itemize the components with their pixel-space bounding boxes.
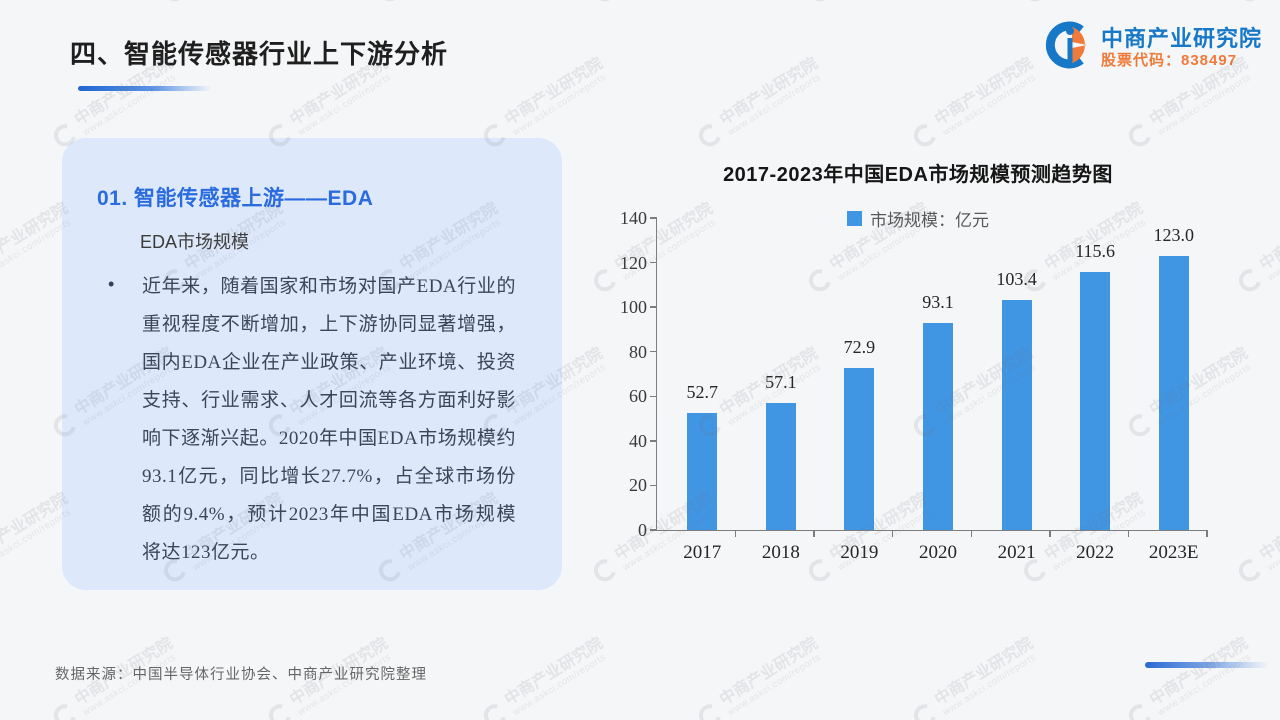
watermark-logo-icon	[694, 700, 726, 720]
data-source-note: 数据来源：中国半导体行业协会、中商产业研究院整理	[55, 667, 427, 683]
bar-chart-plot-area: 0 20 40 60 80 100 120 140 52.7 2017 57.1 2018 72.9 20…	[620, 208, 1208, 563]
y-tick-label: 120	[620, 252, 647, 273]
brand-logo-icon	[1043, 20, 1093, 75]
x-tick-mark	[970, 530, 973, 537]
bar-value-label: 52.7	[686, 381, 719, 402]
y-tick-mark	[650, 440, 657, 442]
y-tick-label: 80	[629, 341, 647, 362]
watermark-logo-icon	[804, 0, 836, 6]
watermark-logo-icon	[1234, 265, 1266, 296]
info-card: 01. 智能传感器上游——EDA EDA市场规模 • 近年来，随着国家和市场对国…	[62, 138, 562, 590]
card-body: • 近年来，随着国家和市场对国产EDA行业的重视程度不断增加，上下游协同显著增强…	[108, 268, 516, 572]
bar-value-label: 72.9	[843, 336, 876, 357]
bar-2017	[687, 412, 718, 530]
bar-value-label: 103.4	[996, 268, 1037, 289]
footer-accent-bar-decoration	[1145, 662, 1269, 668]
x-tick-mark	[1049, 530, 1051, 537]
x-tick-label: 2018	[761, 542, 800, 563]
y-tick-mark	[650, 395, 657, 398]
watermark-logo-icon	[589, 555, 621, 586]
x-tick-mark	[813, 530, 815, 537]
card-subheading: EDA市场规模	[140, 232, 250, 252]
card-heading: 01. 智能传感器上游——EDA	[97, 187, 374, 210]
x-tick-mark	[891, 530, 894, 537]
brand-company-name: 中商产业研究院	[1100, 25, 1262, 51]
x-tick-mark	[1127, 530, 1130, 537]
y-tick-mark	[650, 261, 657, 264]
watermark-logo-icon	[1234, 0, 1266, 6]
bar-2021	[1001, 299, 1032, 530]
watermark-logo-icon	[49, 700, 81, 720]
legend-label: 市场规模：亿元	[870, 211, 989, 230]
watermark-logo-icon	[1234, 555, 1266, 586]
y-tick-label: 0	[638, 520, 647, 540]
x-tick-label: 2021	[997, 542, 1036, 563]
bar-2018	[765, 402, 796, 530]
page-title: 四、智能传感器行业上下游分析	[70, 39, 449, 69]
x-tick-mark	[734, 530, 737, 537]
bar-value-label: 93.1	[922, 291, 954, 312]
bullet-marker: •	[108, 274, 115, 294]
bar-2019	[844, 367, 875, 530]
watermark-logo-icon	[1019, 0, 1051, 6]
y-tick-label: 140	[620, 208, 647, 228]
y-tick-mark	[650, 529, 657, 531]
watermark-logo-icon	[909, 700, 941, 720]
x-tick-label: 2020	[919, 542, 957, 563]
watermark-logo-icon	[264, 700, 296, 720]
watermark-logo-icon	[1124, 700, 1156, 720]
x-tick-label: 2019	[840, 542, 879, 563]
y-tick-mark	[650, 350, 657, 353]
brand-stock-code: 股票代码：838497	[1100, 51, 1238, 69]
bar-value-label: 115.6	[1075, 241, 1116, 262]
x-tick-label: 2023E	[1148, 542, 1199, 563]
x-tick-mark	[1206, 530, 1208, 537]
y-tick-mark	[650, 306, 657, 308]
watermark-logo-icon	[479, 700, 511, 720]
y-tick-label: 40	[629, 430, 647, 451]
bar-2023E	[1158, 255, 1189, 530]
watermark-logo-icon	[374, 0, 406, 6]
x-tick-label: 2017	[683, 542, 722, 563]
title-underline-decoration	[78, 86, 212, 91]
watermark-logo-icon	[589, 0, 621, 6]
watermark-logo-icon	[694, 120, 726, 151]
y-tick-label: 100	[620, 297, 647, 318]
brand-logo: 中商产业研究院 股票代码：838497	[1043, 20, 1262, 75]
y-tick-mark	[650, 217, 657, 219]
y-tick-label: 60	[629, 386, 647, 407]
y-tick-label: 20	[629, 475, 647, 496]
watermark-logo-icon	[1124, 120, 1156, 151]
bar-value-label: 123.0	[1153, 224, 1194, 245]
legend-swatch	[847, 211, 862, 226]
bar-2020	[923, 322, 953, 530]
card-paragraph: 近年来，随着国家和市场对国产EDA行业的重视程度不断增加，上下游协同显著增强，国…	[142, 276, 516, 563]
watermark-logo-icon	[909, 120, 941, 151]
bar-2022	[1080, 272, 1111, 530]
bar-value-label: 57.1	[765, 371, 797, 392]
x-tick-label: 2022	[1076, 542, 1115, 563]
y-tick-mark	[650, 484, 657, 487]
chart-title: 2017-2023年中国EDA市场规模预测趋势图	[723, 164, 1113, 186]
chart-legend: 市场规模：亿元	[640, 206, 1196, 231]
watermark-logo-icon	[159, 0, 191, 6]
